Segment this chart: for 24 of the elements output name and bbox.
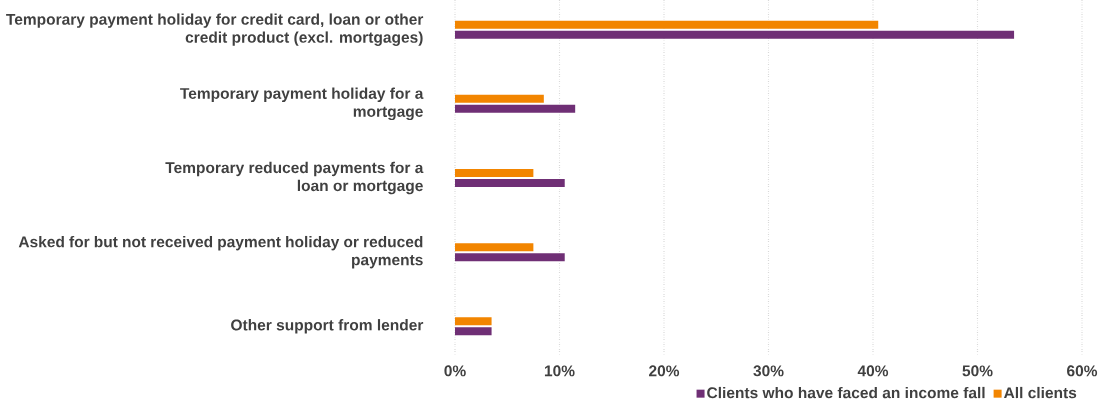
y-tick-label: Temporary reduced payments for a loan or mortgage — [165, 161, 424, 195]
bar — [455, 179, 565, 187]
y-tick-label: Asked for but not received payment holiday or reduced payments — [18, 235, 423, 269]
bar — [455, 327, 492, 336]
x-tick-label: 10% — [544, 365, 575, 377]
x-tick-label: 40% — [857, 365, 889, 377]
bar — [455, 30, 1015, 39]
y-tick-label: Temporary payment holiday for a mortgage — [180, 87, 424, 121]
y-tick-label: Temporary payment holiday for credit card, loan or other credit product (excl. mortgages) — [6, 13, 424, 46]
bar — [455, 243, 534, 252]
bar — [455, 317, 492, 326]
bar — [455, 104, 576, 113]
legend-label: Clients who have faced an income fall — [707, 386, 985, 399]
bar — [455, 20, 879, 29]
y-tick-label: Other support from lender — [231, 319, 424, 334]
x-tick-label: 30% — [753, 365, 784, 377]
x-tick-label: 0% — [444, 365, 466, 377]
bar — [455, 94, 544, 103]
bar — [455, 253, 565, 262]
bar — [455, 169, 534, 177]
x-tick-label: 20% — [649, 365, 680, 377]
x-tick-label: 60% — [1067, 365, 1098, 377]
legend-label: All clients — [1003, 386, 1077, 399]
x-tick-label: 50% — [962, 365, 993, 377]
